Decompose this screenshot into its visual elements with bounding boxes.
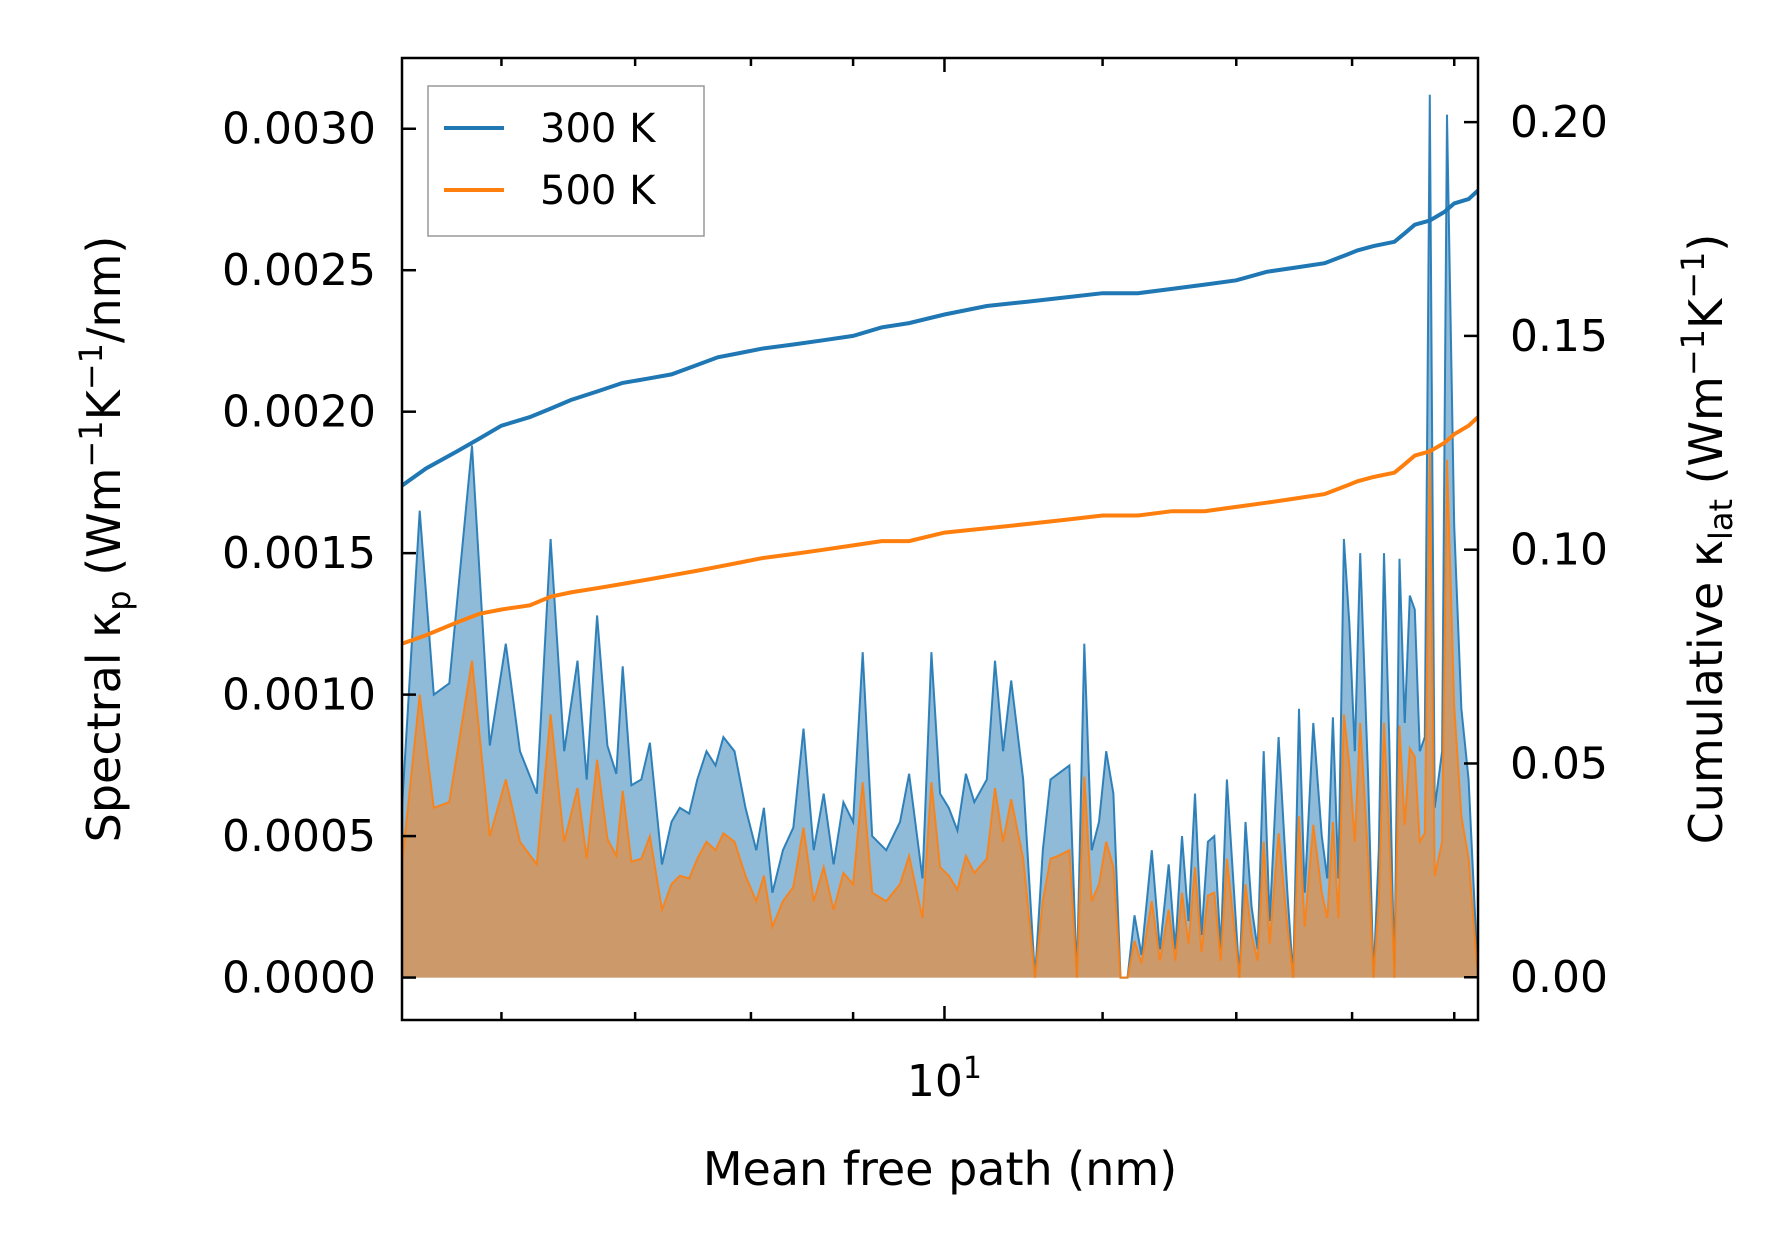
y-left-tick-label: 0.0005 bbox=[222, 811, 376, 862]
legend-box bbox=[427, 85, 705, 237]
cumulative-line-300k bbox=[402, 189, 1478, 488]
y-left-label-sup-a: −1 bbox=[72, 420, 110, 467]
y-right-tick-label: 0.05 bbox=[1510, 738, 1608, 789]
x-axis-label: Mean free path (nm) bbox=[703, 1142, 1177, 1196]
x-tick-label-base: 10 bbox=[907, 1056, 963, 1107]
y-left-tick-label: 0.0030 bbox=[222, 104, 376, 155]
y-left-label-unit-a: (Wm bbox=[77, 468, 131, 591]
y-right-tick-label: 0.20 bbox=[1510, 97, 1608, 148]
legend-label-500k: 500 K bbox=[540, 168, 657, 214]
y-left-label-sub: p bbox=[100, 590, 138, 610]
spectral-line-500k bbox=[402, 448, 1478, 979]
legend: 300 K 500 K bbox=[427, 85, 705, 237]
y-right-tick-label: 0.15 bbox=[1510, 311, 1608, 362]
y-left-tick-label: 0.0020 bbox=[222, 387, 376, 438]
axis-tick-labels: 1010.00000.00050.00100.00150.00200.00250… bbox=[222, 97, 1608, 1107]
spectral-area-500k bbox=[402, 448, 1478, 978]
x-tick-label: 101 bbox=[907, 1051, 982, 1107]
plot-area bbox=[402, 94, 1478, 979]
y-right-label-sup-a: −1 bbox=[1674, 329, 1712, 376]
y-left-label-unit-c: /nm) bbox=[77, 236, 131, 343]
axes-frame bbox=[400, 56, 1480, 1022]
axis-ticks bbox=[402, 58, 1478, 1020]
y-axis-right-label: Cumulative κlat (Wm−1K−1) bbox=[1674, 234, 1740, 845]
y-left-tick-label: 0.0015 bbox=[222, 528, 376, 579]
y-right-tick-label: 0.00 bbox=[1510, 952, 1608, 1003]
y-axis-left-label: Spectral κp (Wm−1K−1/nm) bbox=[72, 236, 138, 843]
y-left-label-unit-b: K bbox=[77, 388, 131, 420]
y-right-label-unit-b: K bbox=[1679, 297, 1733, 329]
series-lines bbox=[402, 189, 1478, 646]
y-left-label-main: Spectral κ bbox=[77, 611, 131, 843]
y-right-tick-label: 0.10 bbox=[1510, 525, 1608, 576]
y-right-label-unit-c: ) bbox=[1679, 234, 1733, 252]
y-left-tick-label: 0.0010 bbox=[222, 670, 376, 721]
y-left-label-sup-b: −1 bbox=[72, 343, 110, 390]
y-right-label-unit-a: (Wm bbox=[1679, 376, 1733, 499]
cumulative-line-500k bbox=[402, 415, 1478, 646]
y-right-label-sub: lat bbox=[1702, 499, 1740, 540]
x-tick-label-exp: 1 bbox=[963, 1051, 982, 1086]
spectral-fills bbox=[402, 94, 1478, 979]
y-right-label-main: Cumulative κ bbox=[1679, 540, 1733, 844]
y-left-tick-label: 0.0000 bbox=[222, 953, 376, 1004]
legend-label-300k: 300 K bbox=[540, 106, 657, 152]
y-right-label-sup-b: −1 bbox=[1674, 252, 1712, 299]
y-left-tick-label: 0.0025 bbox=[222, 245, 376, 296]
spectral-line-300k bbox=[402, 94, 1478, 979]
